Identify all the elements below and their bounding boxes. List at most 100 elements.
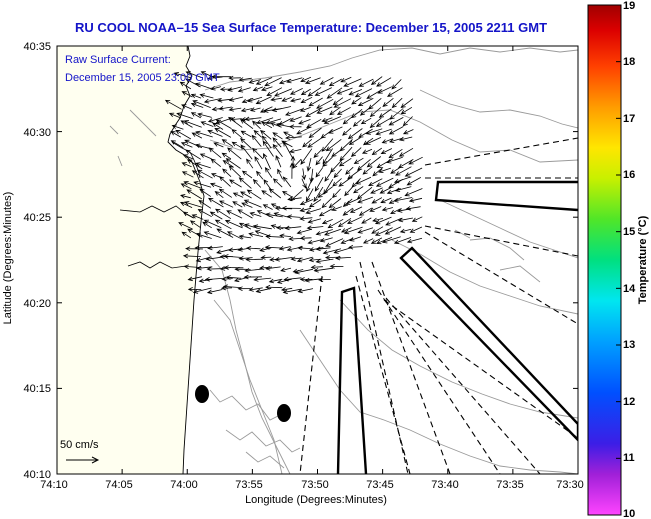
current-vector <box>297 245 311 251</box>
current-vector <box>331 206 342 211</box>
current-vector <box>370 187 383 194</box>
current-vector <box>340 76 352 83</box>
current-vector <box>374 227 393 236</box>
current-vector <box>329 264 344 269</box>
current-vector <box>210 158 222 168</box>
current-vector <box>252 120 261 130</box>
current-vector <box>395 166 412 176</box>
ytick-label: 40:35 <box>23 41 51 53</box>
current-vector <box>273 212 291 219</box>
current-vector <box>321 198 332 209</box>
current-vector <box>243 199 262 208</box>
current-vector <box>348 137 361 145</box>
current-vector <box>208 197 224 208</box>
current-vector <box>375 117 391 127</box>
current-vector <box>221 152 232 160</box>
current-vector <box>238 77 252 82</box>
current-vector <box>318 277 331 283</box>
current-vector <box>182 154 194 160</box>
current-vector <box>381 138 393 144</box>
current-vector <box>213 142 224 148</box>
current-vector <box>300 148 313 165</box>
current-vector <box>281 205 301 211</box>
current-vector <box>243 274 262 280</box>
current-vector <box>307 218 322 224</box>
current-vector <box>375 177 394 187</box>
current-vector <box>240 130 252 138</box>
current-vector <box>208 147 222 159</box>
current-vector <box>300 96 313 103</box>
current-vector <box>345 197 361 205</box>
current-vector <box>198 199 212 209</box>
current-vector <box>259 247 272 252</box>
current-vector <box>375 128 392 136</box>
current-vector <box>371 226 384 234</box>
current-vector <box>214 127 232 138</box>
colorbar-ticks <box>616 4 621 516</box>
current-vector <box>404 188 423 197</box>
current-vector <box>222 284 242 290</box>
current-vector <box>221 276 233 282</box>
current-vector <box>296 228 312 235</box>
current-vector <box>265 265 281 271</box>
xtick-label: 73:30 <box>556 479 584 491</box>
current-vector <box>365 137 382 145</box>
current-vector <box>326 87 343 99</box>
current-vector <box>305 208 322 215</box>
current-vector <box>321 138 334 152</box>
current-vector <box>265 118 282 125</box>
current-vector <box>270 203 282 209</box>
current-vector <box>186 189 203 200</box>
current-vector <box>195 232 212 239</box>
current-vector <box>402 129 414 135</box>
current-vector <box>306 157 312 172</box>
current-vector <box>275 122 291 128</box>
current-vector <box>322 148 333 165</box>
current-vector <box>225 275 242 280</box>
current-vector <box>314 87 332 96</box>
current-vector <box>246 245 261 251</box>
current-vector <box>221 139 234 147</box>
current-vector <box>216 248 231 255</box>
current-vector <box>358 78 374 87</box>
current-vector <box>218 200 234 208</box>
current-vector <box>183 120 202 128</box>
current-vector <box>315 246 331 252</box>
current-vector <box>308 127 322 139</box>
current-vector <box>351 97 362 105</box>
current-vector <box>190 102 204 108</box>
current-vector <box>378 108 392 118</box>
current-vector <box>195 130 213 138</box>
xtick-label: 73:55 <box>235 479 263 491</box>
current-vector <box>232 201 243 208</box>
current-vector <box>244 268 264 273</box>
current-vector <box>170 140 184 149</box>
current-vector <box>272 143 283 157</box>
current-vector <box>218 106 232 111</box>
current-vector <box>342 207 354 216</box>
current-vector <box>237 87 251 93</box>
current-vector <box>210 86 222 91</box>
current-vector <box>287 196 302 202</box>
current-vector <box>406 177 421 186</box>
colorbar-tick-label: 11 <box>623 452 635 464</box>
current-vector <box>389 108 404 120</box>
current-vector <box>268 278 283 284</box>
current-vector <box>181 91 193 98</box>
current-vector <box>198 278 213 283</box>
current-vector <box>308 257 322 263</box>
current-vector <box>261 121 273 129</box>
colorbar-tick-label: 17 <box>623 113 635 125</box>
current-vector <box>352 119 362 127</box>
current-vector <box>204 277 223 282</box>
current-vector <box>376 158 394 169</box>
current-vector <box>315 258 334 264</box>
current-vector <box>187 287 202 292</box>
current-vector <box>272 137 282 148</box>
current-vector <box>408 156 423 165</box>
current-vector <box>261 86 273 92</box>
current-vector <box>328 126 343 134</box>
y-axis-label: Latitude (Degrees:Minutes) <box>2 192 14 325</box>
current-vector <box>228 165 242 178</box>
current-vector <box>252 179 262 188</box>
